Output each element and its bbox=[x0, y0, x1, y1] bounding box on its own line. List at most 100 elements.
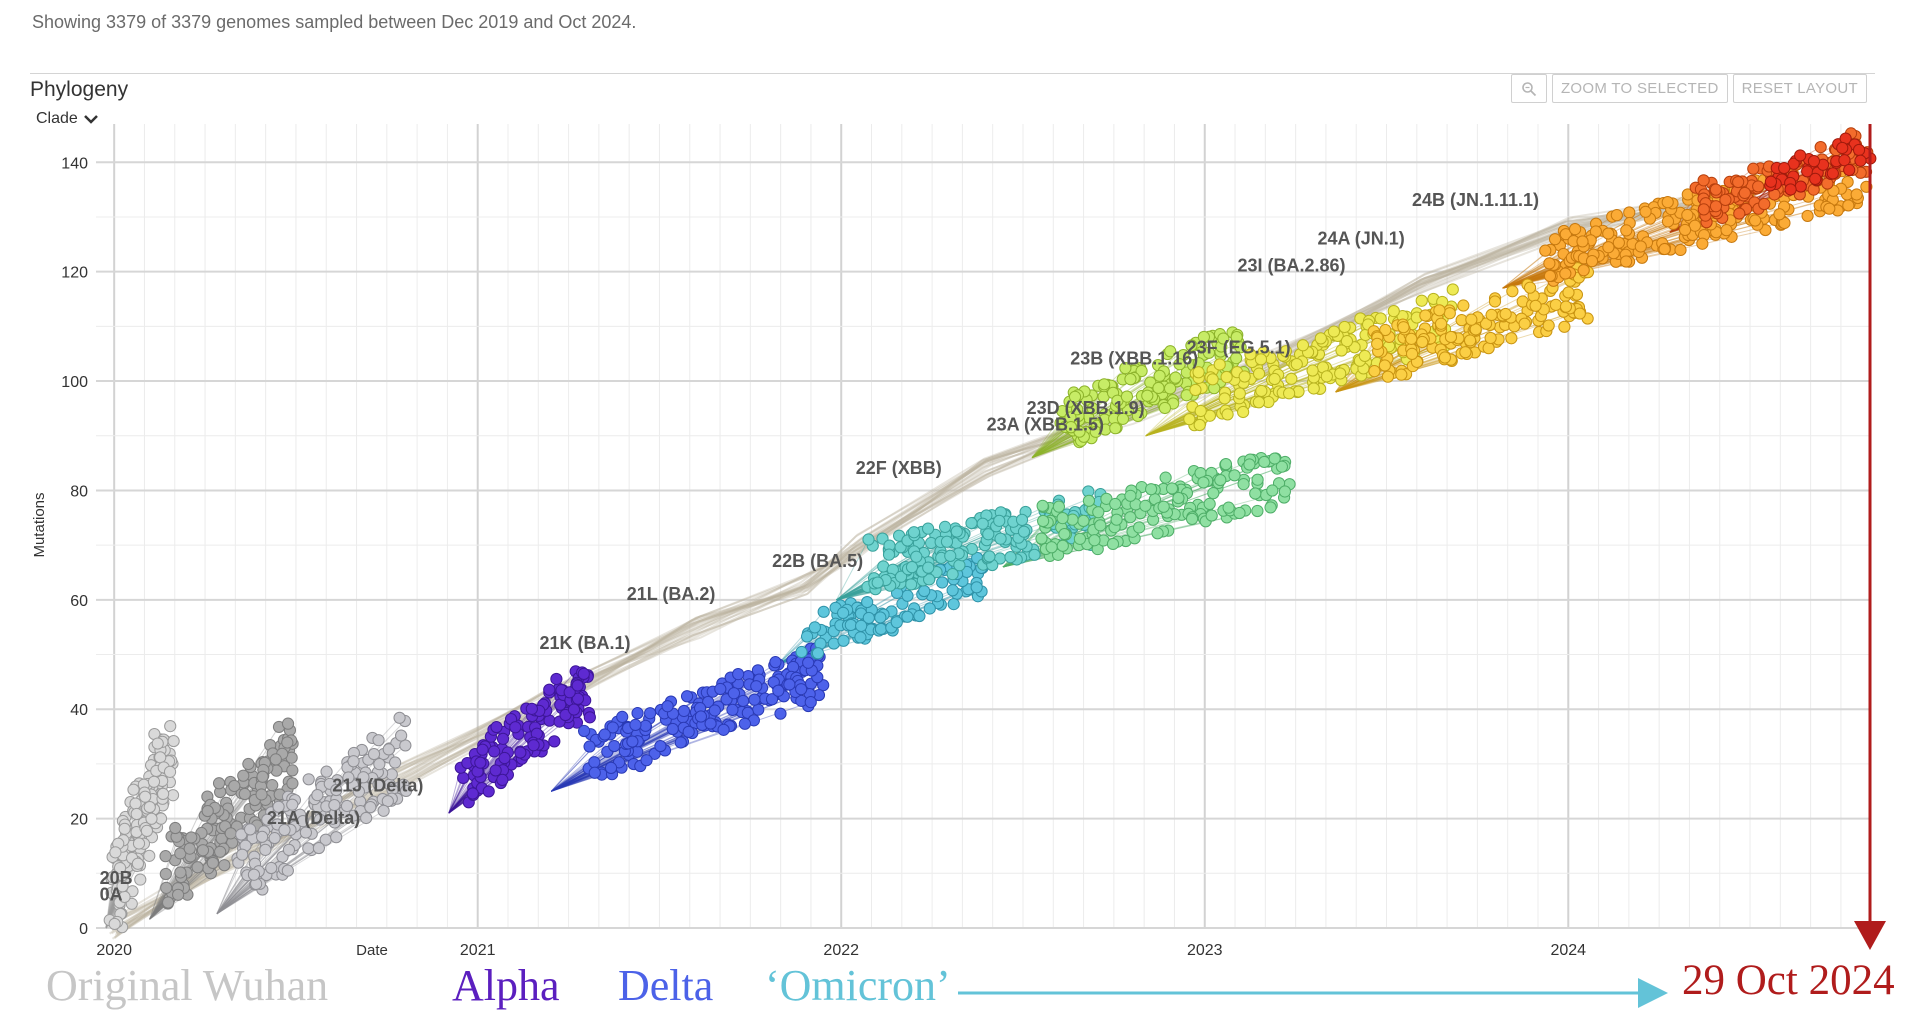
tip-point bbox=[1159, 471, 1172, 484]
tip-point bbox=[1809, 172, 1822, 185]
tip-point bbox=[1852, 143, 1866, 157]
tip-point bbox=[206, 856, 219, 870]
tip-point bbox=[921, 522, 935, 535]
branch bbox=[1031, 441, 1080, 459]
tip-points bbox=[103, 127, 1877, 934]
tip-point bbox=[1258, 455, 1271, 469]
tip-point bbox=[166, 789, 180, 802]
tip-point bbox=[1252, 367, 1266, 380]
y-tick-label: 60 bbox=[70, 593, 88, 610]
branch bbox=[1031, 429, 1074, 459]
tip-point bbox=[1110, 513, 1123, 526]
tip-point bbox=[1823, 202, 1836, 215]
tip-point bbox=[140, 824, 154, 837]
tip-point bbox=[944, 549, 957, 563]
tip-point bbox=[769, 656, 782, 669]
tip-point bbox=[272, 800, 285, 813]
tip-point bbox=[490, 720, 503, 734]
tip-point bbox=[1094, 519, 1107, 532]
tip-point bbox=[1658, 242, 1671, 256]
tip-point bbox=[1145, 483, 1158, 496]
tip-point bbox=[1124, 489, 1137, 502]
tip-point bbox=[550, 672, 563, 686]
tip-point bbox=[654, 739, 667, 753]
tip-point bbox=[1017, 525, 1031, 538]
tip-point bbox=[567, 703, 581, 716]
branch bbox=[1031, 427, 1069, 459]
branch bbox=[1145, 344, 1362, 437]
tip-point bbox=[201, 804, 214, 818]
tip-point bbox=[644, 707, 657, 720]
tip-point bbox=[1620, 224, 1633, 237]
tip-point bbox=[571, 679, 584, 692]
tip-point bbox=[901, 589, 914, 602]
tip-point bbox=[1843, 163, 1856, 177]
tip-point bbox=[1836, 141, 1849, 155]
tip-point bbox=[134, 873, 147, 886]
tip-point bbox=[1523, 281, 1537, 294]
zoom-button[interactable] bbox=[1510, 74, 1547, 103]
tip-point bbox=[367, 747, 381, 761]
tip-point bbox=[1758, 197, 1771, 211]
tip-point bbox=[732, 667, 745, 681]
tip-point bbox=[1794, 149, 1807, 162]
tip-point bbox=[1153, 369, 1166, 382]
backbone-branch bbox=[116, 207, 1712, 935]
reset-layout-button[interactable]: RESET LAYOUT bbox=[1732, 74, 1867, 103]
tip-point bbox=[1397, 321, 1410, 334]
tip-point bbox=[1661, 215, 1675, 228]
tip-point bbox=[1264, 501, 1277, 514]
tip-point bbox=[1064, 421, 1078, 434]
tip-point bbox=[808, 621, 821, 634]
tip-point bbox=[1228, 469, 1241, 482]
tip-point bbox=[1237, 478, 1250, 491]
tip-point bbox=[1335, 344, 1348, 357]
tip-point bbox=[983, 550, 996, 563]
tip-point bbox=[577, 667, 590, 680]
tip-point bbox=[1243, 458, 1256, 471]
tip-point bbox=[1488, 295, 1502, 308]
tip-point bbox=[804, 696, 817, 709]
tip-point bbox=[682, 725, 695, 738]
color-by-dropdown[interactable]: Clade bbox=[36, 110, 98, 128]
tip-point bbox=[1222, 501, 1235, 514]
tip-point bbox=[1266, 484, 1279, 497]
tip-point bbox=[167, 734, 180, 748]
x-axis-title: Date bbox=[356, 942, 388, 959]
tip-point bbox=[268, 831, 281, 845]
tip-point bbox=[1068, 390, 1082, 403]
zoom-to-selected-button[interactable]: ZOOM TO SELECTED bbox=[1551, 74, 1728, 103]
tip-point bbox=[1169, 371, 1182, 384]
branch bbox=[1335, 331, 1540, 393]
tip-point bbox=[1612, 236, 1625, 249]
tip-point bbox=[1602, 227, 1615, 240]
tip-point bbox=[1052, 500, 1066, 513]
tip-point bbox=[1086, 402, 1099, 415]
tip-point bbox=[171, 888, 185, 901]
tip-point bbox=[862, 611, 875, 625]
tip-point bbox=[313, 813, 326, 826]
tip-point bbox=[1205, 509, 1218, 522]
tip-point bbox=[837, 606, 850, 619]
tip-point bbox=[1438, 351, 1452, 364]
tip-point bbox=[1620, 255, 1633, 268]
tip-point bbox=[1542, 319, 1555, 332]
tip-point bbox=[1109, 497, 1122, 511]
branch bbox=[1145, 345, 1346, 437]
tip-point bbox=[1801, 209, 1814, 223]
tip-point bbox=[1185, 512, 1199, 525]
tip-point bbox=[163, 765, 177, 778]
tip-point bbox=[106, 871, 119, 884]
tip-point bbox=[372, 778, 385, 791]
tip-point bbox=[1381, 370, 1395, 383]
tip-point bbox=[1202, 346, 1216, 359]
tip-point bbox=[247, 868, 261, 881]
tip-point bbox=[218, 859, 231, 872]
clade-label: 23F (EG.5.1) bbox=[1187, 338, 1291, 358]
tip-point bbox=[1206, 373, 1219, 386]
tip-point bbox=[174, 847, 187, 860]
tip-point bbox=[1459, 346, 1472, 359]
tip-point bbox=[302, 842, 315, 855]
tip-point bbox=[1045, 541, 1058, 554]
tip-point bbox=[727, 687, 741, 700]
